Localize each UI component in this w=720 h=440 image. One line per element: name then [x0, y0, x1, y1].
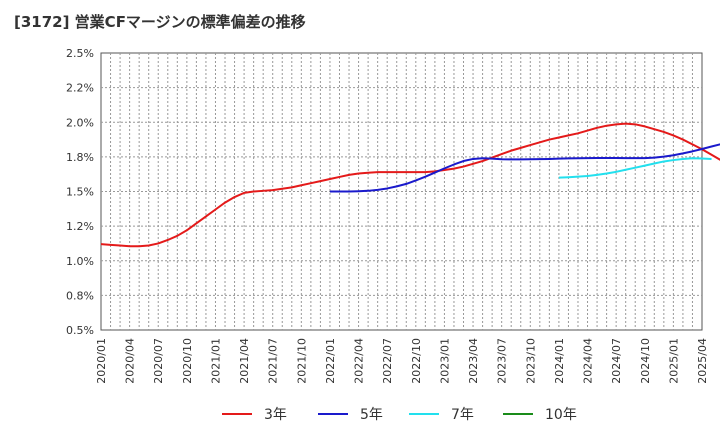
y-tick-label: 2.0% — [66, 116, 94, 129]
x-tick-label: 2024/04 — [582, 338, 595, 384]
x-tick-label: 2020/07 — [152, 338, 165, 384]
x-tick-label: 2021/04 — [238, 338, 251, 384]
x-tick-label: 2025/01 — [667, 338, 680, 384]
x-tick-label: 2024/07 — [610, 338, 623, 384]
x-tick-label: 2023/04 — [467, 338, 480, 384]
y-tick-label: 1.2% — [66, 220, 94, 233]
chart-title: [3172] 営業CFマージンの標準偏差の推移 — [14, 13, 306, 31]
y-tick-label: 2.5% — [66, 47, 94, 60]
x-tick-label: 2020/01 — [95, 338, 108, 384]
x-tick-label: 2020/10 — [181, 338, 194, 384]
legend-label-5年: 5年 — [360, 407, 383, 423]
y-tick-label: 1.5% — [66, 186, 94, 199]
y-tick-label: 1.0% — [66, 255, 94, 268]
grid-layer — [100, 52, 703, 331]
x-tick-label: 2025/04 — [696, 338, 709, 384]
x-tick-label: 2021/10 — [295, 338, 308, 384]
x-tick-label: 2021/01 — [209, 338, 222, 384]
y-tick-label: 0.8% — [66, 289, 94, 302]
x-tick-label: 2021/07 — [267, 338, 280, 384]
series-line-7年 — [558, 157, 712, 179]
x-tick-label: 2023/01 — [438, 338, 451, 384]
series-line-5年 — [329, 143, 720, 193]
x-tick-label: 2024/10 — [639, 338, 652, 384]
legend: 3年 5年 7年 10年 — [222, 407, 577, 423]
x-tick-label: 2022/10 — [410, 338, 423, 384]
x-tick-label: 2022/01 — [324, 338, 337, 384]
series-layer — [100, 122, 720, 248]
legend-label-3年: 3年 — [264, 407, 287, 423]
x-tick-label: 2020/04 — [124, 338, 137, 384]
axis-layer: 0.5% 0.8% 1.0% 1.2% 1.5% 1.8% 2.0% 2.2% 2.5% 2020… — [66, 47, 709, 384]
x-tick-label: 2022/04 — [353, 338, 366, 384]
x-tick-label: 2022/07 — [381, 338, 394, 384]
y-tick-label: 2.2% — [66, 82, 94, 95]
legend-label-10年: 10年 — [545, 407, 577, 423]
y-tick-label: 0.5% — [66, 324, 94, 337]
legend-label-7年: 7年 — [451, 407, 474, 423]
y-tick-label: 1.8% — [66, 151, 94, 164]
x-tick-label: 2023/07 — [496, 338, 509, 384]
x-tick-label: 2023/10 — [524, 338, 537, 384]
x-tick-label: 2024/01 — [553, 338, 566, 384]
